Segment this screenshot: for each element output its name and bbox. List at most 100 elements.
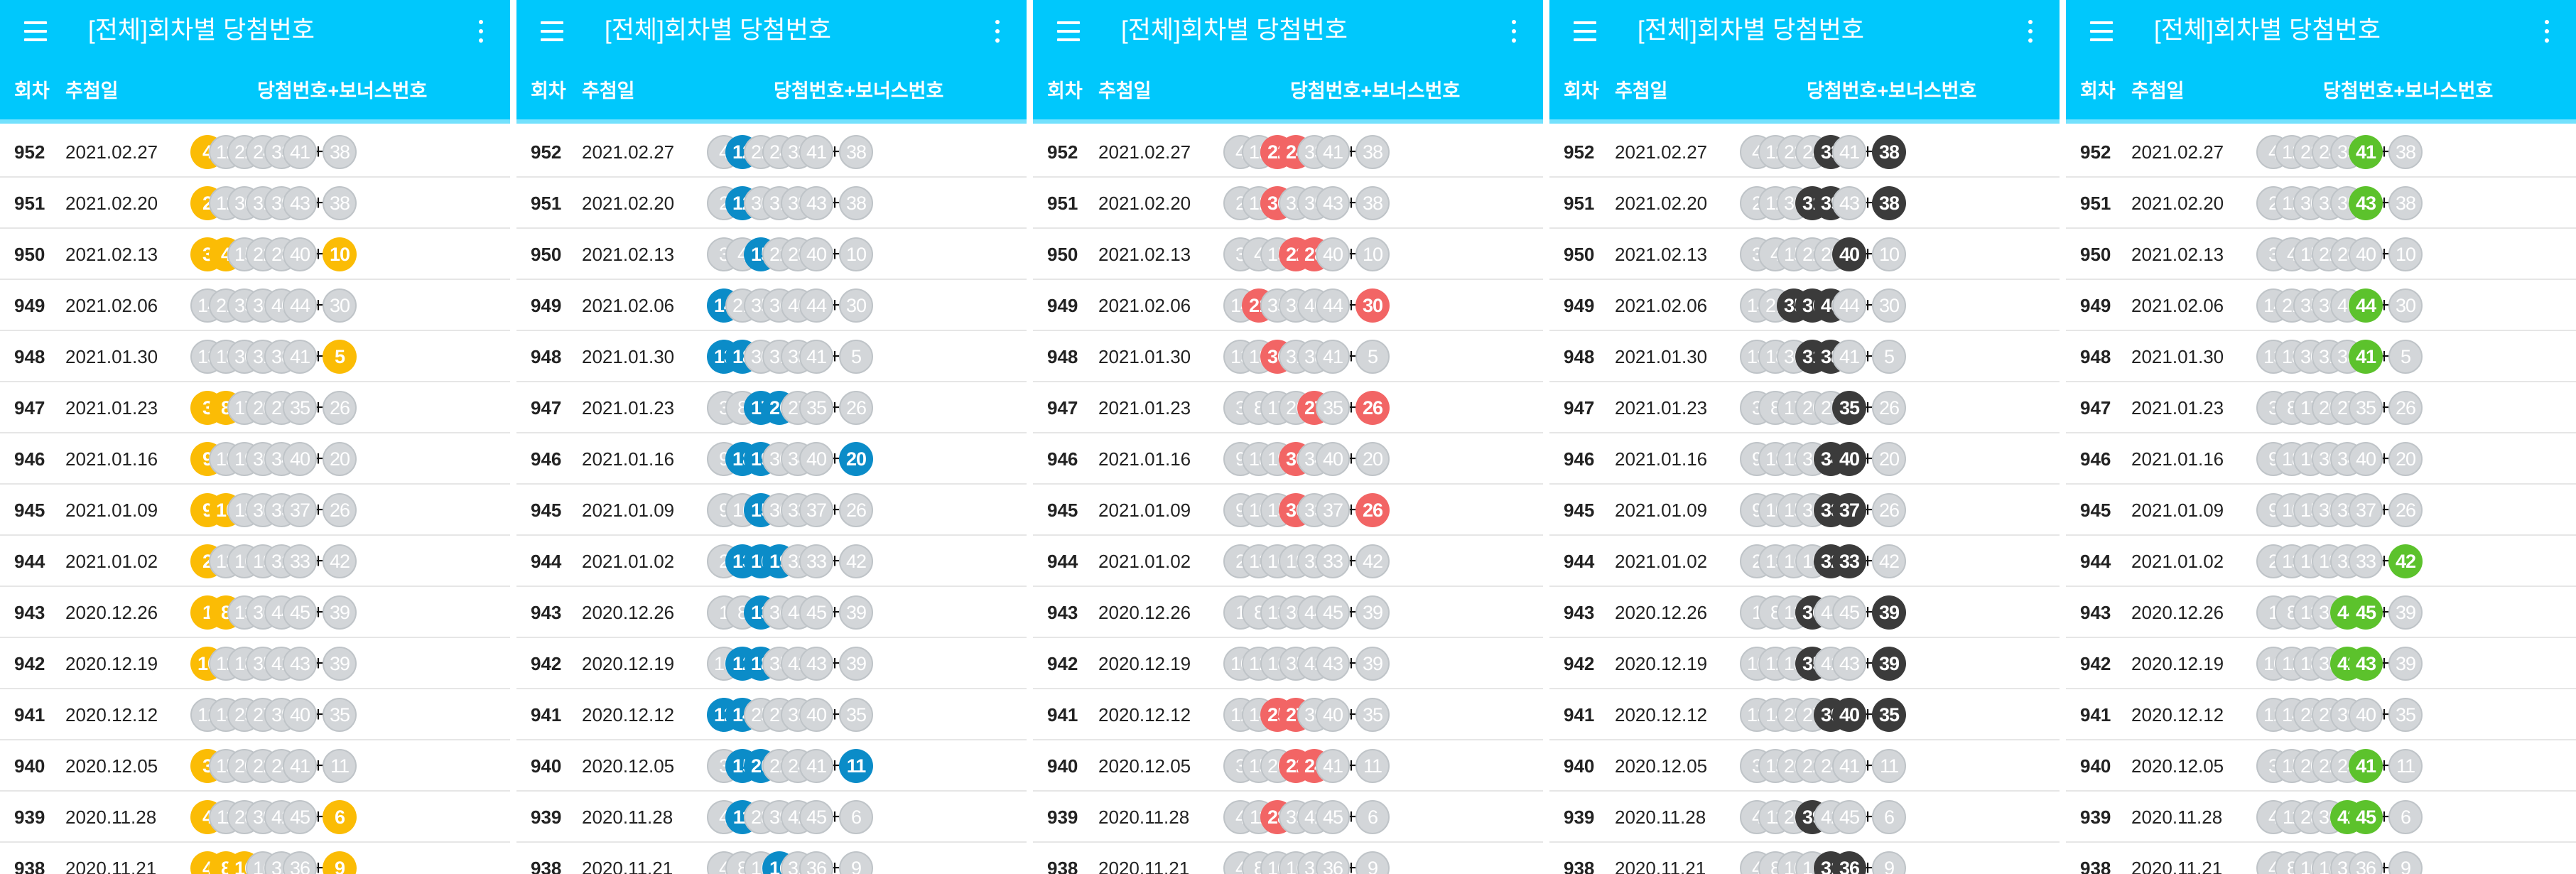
draw-row[interactable]: 948 2021.01.30 13 18 30 31 38 41 +5 [0,331,510,382]
draw-row[interactable]: 951 2021.02.20 2 12 30 31 39 43 +38 [516,178,1027,229]
draw-row[interactable]: 952 2021.02.27 4 12 22 24 33 41 +38 [2066,126,2576,178]
round-number: 946 [531,448,562,470]
draw-row[interactable]: 944 2021.01.02 2 13 16 19 32 33 +42 [0,536,510,587]
draw-row[interactable]: 939 2020.11.28 4 11 28 39 42 45 +6 [516,792,1027,843]
more-vertical-icon[interactable] [2028,20,2033,43]
draw-row[interactable]: 938 2020.11.21 4 8 10 16 31 36 +9 [516,843,1027,874]
draw-row[interactable]: 949 2021.02.06 14 21 35 36 40 44 +30 [0,280,510,331]
draw-row[interactable]: 940 2020.12.05 3 15 20 22 24 41 +11 [0,740,510,792]
draw-row[interactable]: 947 2021.01.23 3 8 17 20 27 35 +26 [2066,382,2576,433]
round-number: 946 [1564,448,1595,470]
hamburger-menu-icon[interactable] [1057,21,1080,41]
draw-row[interactable]: 938 2020.11.21 4 8 10 16 31 36 +9 [1033,843,1543,874]
draw-row[interactable]: 941 2020.12.12 12 14 25 27 39 40 +35 [0,689,510,740]
number-balls: 10 12 18 35 42 43 +39 [1740,647,2052,681]
draw-row[interactable]: 946 2021.01.16 9 18 19 30 34 40 +20 [2066,433,2576,485]
draw-row[interactable]: 952 2021.02.27 4 12 22 24 33 41 +38 [0,126,510,178]
draw-row[interactable]: 945 2021.01.09 9 10 15 30 33 37 +26 [2066,485,2576,536]
draw-row[interactable]: 949 2021.02.06 14 21 35 36 40 44 +30 [516,280,1027,331]
app-bar: [전체]회차별 당첨번호 [1033,0,1543,63]
draw-row[interactable]: 942 2020.12.19 10 12 18 35 42 43 +39 [0,638,510,689]
more-vertical-icon[interactable] [1512,20,1516,43]
draw-row[interactable]: 940 2020.12.05 3 15 20 22 24 41 +11 [1033,740,1543,792]
round-number: 938 [1047,858,1078,874]
draw-row[interactable]: 945 2021.01.09 9 10 15 30 33 37 +26 [1549,485,2060,536]
draw-row[interactable]: 942 2020.12.19 10 12 18 35 42 43 +39 [2066,638,2576,689]
draw-row[interactable]: 951 2021.02.20 2 12 30 31 39 43 +38 [1549,178,2060,229]
draw-date: 2020.12.19 [582,653,675,674]
draw-row[interactable]: 950 2021.02.13 3 4 15 22 28 40 +10 [516,229,1027,280]
draw-row[interactable]: 940 2020.12.05 3 15 20 22 24 41 +11 [516,740,1027,792]
draw-row[interactable]: 948 2021.01.30 13 18 30 31 38 41 +5 [1033,331,1543,382]
draw-row[interactable]: 947 2021.01.23 3 8 17 20 27 35 +26 [516,382,1027,433]
number-balls: 1 8 13 36 44 45 +39 [1223,595,1536,630]
draw-row[interactable]: 940 2020.12.05 3 15 20 22 24 41 +11 [2066,740,2576,792]
draw-row[interactable]: 945 2021.01.09 9 10 15 30 33 37 +26 [0,485,510,536]
draw-row[interactable]: 938 2020.11.21 4 8 10 16 31 36 +9 [0,843,510,874]
draw-row[interactable]: 949 2021.02.06 14 21 35 36 40 44 +30 [2066,280,2576,331]
draw-row[interactable]: 941 2020.12.12 12 14 25 27 39 40 +35 [516,689,1027,740]
hamburger-menu-icon[interactable] [2090,21,2113,41]
draw-row[interactable]: 947 2021.01.23 3 8 17 20 27 35 +26 [1549,382,2060,433]
draw-row[interactable]: 946 2021.01.16 9 18 19 30 34 40 +20 [0,433,510,485]
draw-row[interactable]: 949 2021.02.06 14 21 35 36 40 44 +30 [1033,280,1543,331]
draw-date: 2020.11.21 [1615,858,1706,874]
more-vertical-icon[interactable] [479,20,483,43]
hamburger-menu-icon[interactable] [24,21,47,41]
column-header-date: 추첨일 [582,80,635,102]
draw-row[interactable]: 941 2020.12.12 12 14 25 27 39 40 +35 [1549,689,2060,740]
more-vertical-icon[interactable] [995,20,1000,43]
draw-row[interactable]: 941 2020.12.12 12 14 25 27 39 40 +35 [1033,689,1543,740]
hamburger-menu-icon[interactable] [1574,21,1596,41]
draw-row[interactable]: 946 2021.01.16 9 18 19 30 34 40 +20 [1033,433,1543,485]
lotto-ball: 41 [283,135,317,169]
draw-row[interactable]: 943 2020.12.26 1 8 13 36 44 45 +39 [1033,587,1543,638]
draw-row[interactable]: 938 2020.11.21 4 8 10 16 31 36 +9 [1549,843,2060,874]
draw-row[interactable]: 944 2021.01.02 2 13 16 19 32 33 +42 [1033,536,1543,587]
draw-row[interactable]: 950 2021.02.13 3 4 15 22 28 40 +10 [1549,229,2060,280]
hamburger-menu-icon[interactable] [541,21,563,41]
draw-row[interactable]: 950 2021.02.13 3 4 15 22 28 40 +10 [0,229,510,280]
draw-row[interactable]: 952 2021.02.27 4 12 22 24 33 41 +38 [1033,126,1543,178]
draw-row[interactable]: 946 2021.01.16 9 18 19 30 34 40 +20 [1549,433,2060,485]
lotto-ball: 40 [1832,698,1866,732]
draw-row[interactable]: 952 2021.02.27 4 12 22 24 33 41 +38 [1549,126,2060,178]
lotto-ball: 40 [1316,237,1350,271]
draw-row[interactable]: 942 2020.12.19 10 12 18 35 42 43 +39 [1033,638,1543,689]
draw-row[interactable]: 945 2021.01.09 9 10 15 30 33 37 +26 [516,485,1027,536]
lotto-ball: 37 [1316,493,1350,527]
draw-row[interactable]: 943 2020.12.26 1 8 13 36 44 45 +39 [1549,587,2060,638]
number-balls: 2 12 30 31 39 43 +38 [1740,186,2052,220]
draw-row[interactable]: 938 2020.11.21 4 8 10 16 31 36 +9 [2066,843,2576,874]
draw-row[interactable]: 950 2021.02.13 3 4 15 22 28 40 +10 [2066,229,2576,280]
draw-row[interactable]: 951 2021.02.20 2 12 30 31 39 43 +38 [1033,178,1543,229]
draw-row[interactable]: 940 2020.12.05 3 15 20 22 24 41 +11 [1549,740,2060,792]
draw-row[interactable]: 945 2021.01.09 9 10 15 30 33 37 +26 [1033,485,1543,536]
draw-row[interactable]: 943 2020.12.26 1 8 13 36 44 45 +39 [516,587,1027,638]
draw-row[interactable]: 951 2021.02.20 2 12 30 31 39 43 +38 [2066,178,2576,229]
draw-row[interactable]: 949 2021.02.06 14 21 35 36 40 44 +30 [1549,280,2060,331]
bonus-ball: 5 [1355,340,1390,374]
draw-row[interactable]: 946 2021.01.16 9 18 19 30 34 40 +20 [516,433,1027,485]
more-vertical-icon[interactable] [2545,20,2549,43]
draw-row[interactable]: 948 2021.01.30 13 18 30 31 38 41 +5 [516,331,1027,382]
draw-row[interactable]: 939 2020.11.28 4 11 28 39 42 45 +6 [0,792,510,843]
draw-row[interactable]: 951 2021.02.20 2 12 30 31 39 43 +38 [0,178,510,229]
draw-row[interactable]: 948 2021.01.30 13 18 30 31 38 41 +5 [2066,331,2576,382]
draw-row[interactable]: 941 2020.12.12 12 14 25 27 39 40 +35 [2066,689,2576,740]
draw-row[interactable]: 950 2021.02.13 3 4 15 22 28 40 +10 [1033,229,1543,280]
draw-row[interactable]: 944 2021.01.02 2 13 16 19 32 33 +42 [516,536,1027,587]
draw-row[interactable]: 943 2020.12.26 1 8 13 36 44 45 +39 [0,587,510,638]
draw-row[interactable]: 952 2021.02.27 4 12 22 24 33 41 +38 [516,126,1027,178]
draw-row[interactable]: 939 2020.11.28 4 11 28 39 42 45 +6 [1549,792,2060,843]
draw-row[interactable]: 943 2020.12.26 1 8 13 36 44 45 +39 [2066,587,2576,638]
draw-row[interactable]: 948 2021.01.30 13 18 30 31 38 41 +5 [1549,331,2060,382]
draw-row[interactable]: 942 2020.12.19 10 12 18 35 42 43 +39 [1549,638,2060,689]
draw-row[interactable]: 944 2021.01.02 2 13 16 19 32 33 +42 [2066,536,2576,587]
draw-row[interactable]: 939 2020.11.28 4 11 28 39 42 45 +6 [1033,792,1543,843]
draw-row[interactable]: 944 2021.01.02 2 13 16 19 32 33 +42 [1549,536,2060,587]
draw-row[interactable]: 942 2020.12.19 10 12 18 35 42 43 +39 [516,638,1027,689]
draw-row[interactable]: 939 2020.11.28 4 11 28 39 42 45 +6 [2066,792,2576,843]
draw-row[interactable]: 947 2021.01.23 3 8 17 20 27 35 +26 [1033,382,1543,433]
draw-row[interactable]: 947 2021.01.23 3 8 17 20 27 35 +26 [0,382,510,433]
